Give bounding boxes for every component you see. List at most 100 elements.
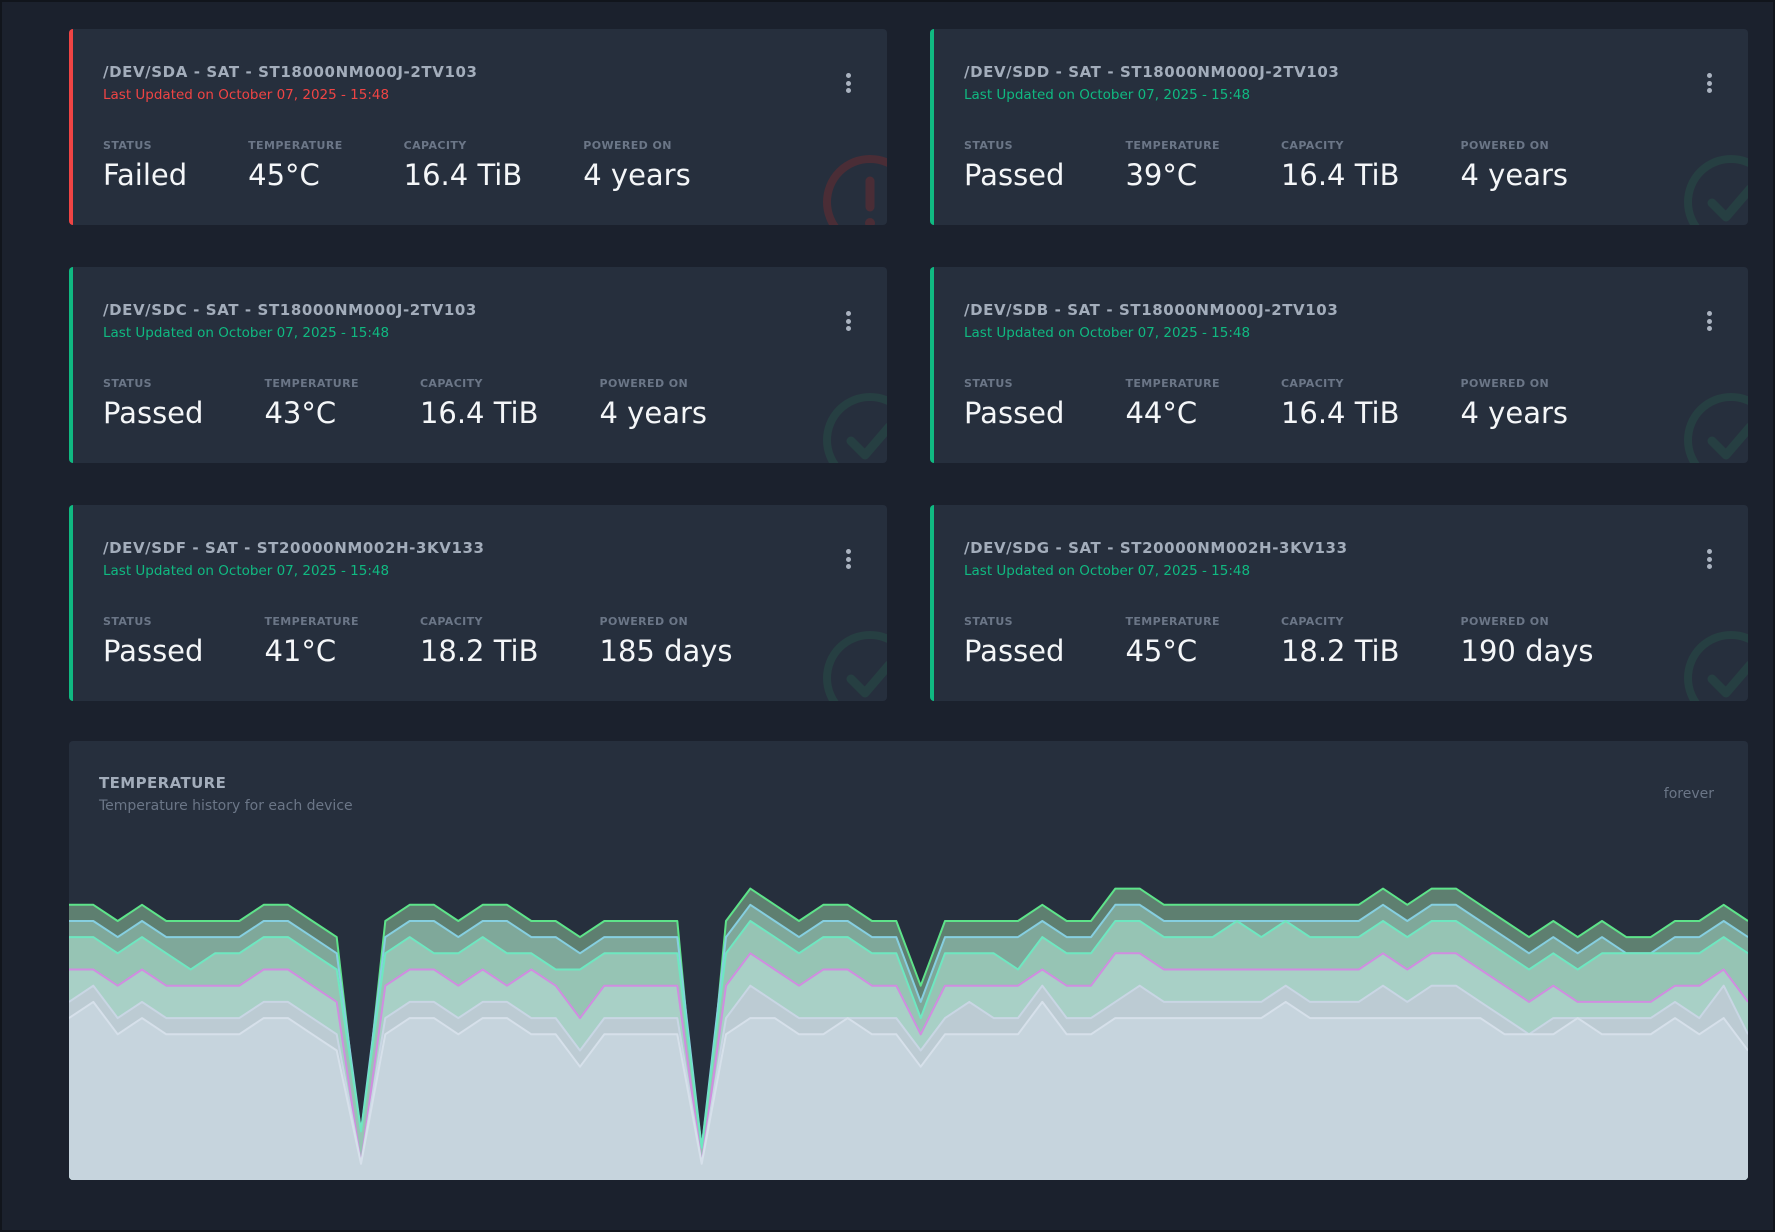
device-title: /DEV/SDD - SAT - ST18000NM000J-2TV103 — [964, 63, 1340, 81]
stat-label: POWERED ON — [599, 615, 689, 628]
stat-label: CAPACITY — [403, 139, 467, 152]
device-title: /DEV/SDB - SAT - ST18000NM000J-2TV103 — [964, 301, 1339, 319]
stat-label: POWERED ON — [1460, 377, 1550, 390]
device-stats: STATUS Failed TEMPERATURE 45°C CAPACITY 16.… — [103, 139, 887, 192]
stat-temperature: TEMPERATURE 45°C — [1125, 615, 1220, 668]
stat-status: STATUS Passed — [103, 615, 203, 668]
stat-status: STATUS Passed — [964, 615, 1064, 668]
stat-value: 45°C — [1125, 634, 1198, 668]
stat-value: 185 days — [599, 634, 733, 668]
stat-value: Passed — [964, 158, 1065, 192]
temperature-panel: TEMPERATURE Temperature history for each… — [69, 741, 1748, 1180]
panel-title: TEMPERATURE — [99, 774, 227, 792]
stat-value: 4 years — [583, 158, 691, 192]
stat-temperature: TEMPERATURE 44°C — [1125, 377, 1220, 430]
stat-label: CAPACITY — [419, 377, 483, 390]
stat-label: TEMPERATURE — [264, 615, 359, 628]
stat-status: STATUS Passed — [964, 139, 1064, 192]
device-grid: /DEV/SDA - SAT - ST18000NM000J-2TV103 La… — [69, 29, 1748, 701]
stat-status: STATUS Failed — [103, 139, 187, 192]
stat-status: STATUS Passed — [964, 377, 1064, 430]
stat-label: POWERED ON — [599, 377, 689, 390]
device-card-2[interactable]: /DEV/SDC - SAT - ST18000NM000J-2TV103 La… — [69, 267, 887, 463]
stat-temperature: TEMPERATURE 39°C — [1125, 139, 1220, 192]
last-updated: Last Updated on October 07, 2025 - 15:48 — [103, 563, 390, 579]
stat-value: Passed — [964, 396, 1065, 430]
stat-value: 4 years — [599, 396, 707, 430]
stat-temperature: TEMPERATURE 45°C — [248, 139, 343, 192]
stat-label: STATUS — [964, 615, 1013, 628]
more-options-icon[interactable] — [839, 73, 857, 93]
more-options-icon[interactable] — [839, 549, 857, 569]
stat-value: Passed — [964, 634, 1065, 668]
device-stats: STATUS Passed TEMPERATURE 43°C CAPACITY 16.… — [103, 377, 887, 430]
stat-powered-on: POWERED ON 4 years — [1461, 377, 1568, 430]
stat-temperature: TEMPERATURE 41°C — [264, 615, 359, 668]
stat-value: 44°C — [1125, 396, 1198, 430]
device-title: /DEV/SDC - SAT - ST18000NM000J-2TV103 — [103, 301, 477, 319]
stat-label: TEMPERATURE — [248, 139, 343, 152]
status-indicator-bar — [69, 505, 73, 701]
stat-status: STATUS Passed — [103, 377, 203, 430]
exclamation-circle-icon — [823, 155, 887, 225]
last-updated: Last Updated on October 07, 2025 - 15:48 — [964, 325, 1251, 341]
device-title: /DEV/SDG - SAT - ST20000NM002H-3KV133 — [964, 539, 1348, 557]
more-options-icon[interactable] — [839, 311, 857, 331]
temperature-history-chart — [69, 887, 1748, 1180]
stat-capacity: CAPACITY 16.4 TiB — [404, 139, 523, 192]
stat-value: 16.4 TiB — [403, 158, 523, 192]
status-indicator-bar — [930, 505, 934, 701]
stat-value: 41°C — [264, 634, 337, 668]
series-line-4 — [69, 984, 1748, 1165]
stat-label: STATUS — [103, 377, 152, 390]
stat-temperature: TEMPERATURE 43°C — [264, 377, 359, 430]
last-updated: Last Updated on October 07, 2025 - 15:48 — [964, 563, 1251, 579]
stat-value: Passed — [103, 634, 204, 668]
stat-powered-on: POWERED ON 190 days — [1461, 615, 1594, 668]
device-title: /DEV/SDA - SAT - ST18000NM000J-2TV103 — [103, 63, 478, 81]
check-circle-icon — [823, 393, 887, 463]
device-card-0[interactable]: /DEV/SDA - SAT - ST18000NM000J-2TV103 La… — [69, 29, 887, 225]
stat-capacity: CAPACITY 18.2 TiB — [420, 615, 539, 668]
device-card-3[interactable]: /DEV/SDB - SAT - ST18000NM000J-2TV103 La… — [930, 267, 1748, 463]
stat-label: POWERED ON — [583, 139, 672, 152]
stat-label: TEMPERATURE — [264, 377, 359, 390]
stat-value: 45°C — [248, 158, 320, 192]
more-options-icon[interactable] — [1700, 73, 1718, 93]
status-indicator-bar — [930, 29, 934, 225]
stat-powered-on: POWERED ON 4 years — [1461, 139, 1568, 192]
device-card-4[interactable]: /DEV/SDF - SAT - ST20000NM002H-3KV133 La… — [69, 505, 887, 701]
stat-label: TEMPERATURE — [1125, 615, 1220, 628]
stat-label: TEMPERATURE — [1125, 377, 1220, 390]
stat-label: TEMPERATURE — [1125, 139, 1220, 152]
stat-label: STATUS — [103, 615, 152, 628]
more-options-icon[interactable] — [1700, 549, 1718, 569]
status-indicator-bar — [69, 29, 73, 225]
stat-powered-on: POWERED ON 4 years — [583, 139, 690, 192]
series-line-1 — [69, 903, 1748, 1149]
device-card-5[interactable]: /DEV/SDG - SAT - ST20000NM002H-3KV133 La… — [930, 505, 1748, 701]
check-circle-icon — [1684, 393, 1748, 463]
check-circle-icon — [1684, 155, 1748, 225]
stat-value: 16.4 TiB — [1280, 158, 1400, 192]
stat-value: Failed — [103, 158, 188, 192]
time-range-selector[interactable]: forever — [1663, 786, 1714, 802]
stat-capacity: CAPACITY 16.4 TiB — [1281, 139, 1400, 192]
device-stats: STATUS Passed TEMPERATURE 44°C CAPACITY 16.… — [964, 377, 1748, 430]
device-card-1[interactable]: /DEV/SDD - SAT - ST18000NM000J-2TV103 La… — [930, 29, 1748, 225]
stat-value: 39°C — [1125, 158, 1198, 192]
stat-value: 16.4 TiB — [419, 396, 539, 430]
device-stats: STATUS Passed TEMPERATURE 41°C CAPACITY 18.… — [103, 615, 887, 668]
stat-value: 18.2 TiB — [1280, 634, 1400, 668]
series-line-5 — [69, 1000, 1748, 1165]
stat-value: 43°C — [264, 396, 337, 430]
status-indicator-bar — [69, 267, 73, 463]
check-circle-icon — [1684, 631, 1748, 701]
stat-label: CAPACITY — [1280, 139, 1344, 152]
series-area-5 — [69, 1001, 1748, 1180]
last-updated: Last Updated on October 07, 2025 - 15:48 — [964, 87, 1251, 103]
last-updated: Last Updated on October 07, 2025 - 15:48 — [103, 325, 390, 341]
more-options-icon[interactable] — [1700, 311, 1718, 331]
stat-label: CAPACITY — [1280, 377, 1344, 390]
device-stats: STATUS Passed TEMPERATURE 45°C CAPACITY 18.… — [964, 615, 1748, 668]
